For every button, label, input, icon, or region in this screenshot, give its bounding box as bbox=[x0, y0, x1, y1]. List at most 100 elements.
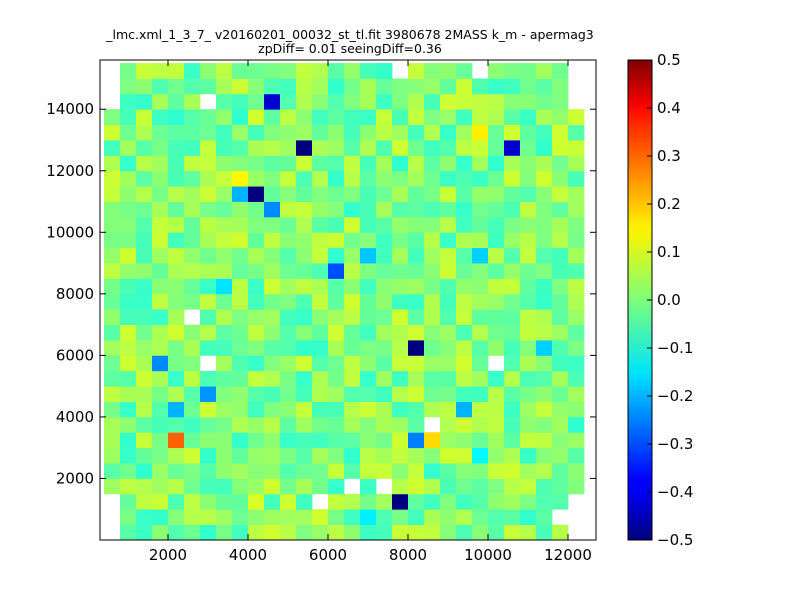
heatmap-cell bbox=[360, 155, 377, 172]
heatmap-cell bbox=[344, 247, 361, 264]
heatmap-cell bbox=[152, 355, 169, 372]
heatmap-cell bbox=[216, 478, 233, 495]
heatmap-cell bbox=[472, 416, 489, 433]
heatmap-cell bbox=[216, 63, 233, 79]
heatmap-cell bbox=[520, 247, 537, 264]
heatmap-cell bbox=[280, 93, 297, 110]
heatmap-cell bbox=[104, 432, 121, 449]
heatmap-cell bbox=[200, 324, 217, 341]
heatmap-cell bbox=[152, 370, 169, 387]
x-axis-ticks: 2000 4000 6000 8000 10000 12000 bbox=[149, 60, 592, 564]
heatmap-cell bbox=[184, 201, 201, 218]
heatmap-cell bbox=[392, 263, 409, 279]
heatmap-cell bbox=[280, 478, 297, 495]
heatmap-cell bbox=[568, 416, 585, 433]
heatmap-cell bbox=[408, 509, 425, 526]
heatmap-cell bbox=[328, 370, 345, 387]
heatmap-cell bbox=[168, 386, 185, 402]
heatmap-cell bbox=[392, 140, 409, 156]
heatmap-cell bbox=[264, 355, 281, 372]
heatmap-cell bbox=[392, 463, 409, 479]
heatmap-cell bbox=[424, 447, 441, 464]
heatmap-cell bbox=[376, 370, 393, 387]
heatmap-cell bbox=[264, 509, 281, 526]
heatmap-cell bbox=[328, 447, 345, 464]
heatmap-cell bbox=[296, 509, 313, 526]
heatmap-cell bbox=[136, 478, 153, 495]
heatmap-cell bbox=[520, 232, 537, 249]
heatmap-cell bbox=[456, 478, 473, 495]
heatmap-cell bbox=[264, 155, 281, 172]
heatmap-cell bbox=[296, 278, 313, 295]
heatmap-cell bbox=[248, 201, 265, 218]
heatmap-cell bbox=[216, 293, 233, 310]
heatmap-cell bbox=[552, 309, 569, 326]
heatmap-cell bbox=[424, 155, 441, 172]
heatmap-cell bbox=[136, 201, 153, 218]
heatmap-cell bbox=[552, 78, 569, 95]
heatmap-cell bbox=[248, 401, 265, 418]
heatmap-cell bbox=[456, 524, 473, 541]
heatmap-cell bbox=[184, 109, 201, 126]
heatmap-cell bbox=[232, 447, 249, 464]
heatmap-cell bbox=[568, 278, 585, 295]
heatmap-cell bbox=[280, 263, 297, 279]
heatmap-cell bbox=[232, 386, 249, 402]
heatmap-cell bbox=[280, 432, 297, 449]
heatmap-cell bbox=[456, 401, 473, 418]
heatmap-cell bbox=[408, 263, 425, 279]
heatmap-cell bbox=[104, 401, 121, 418]
heatmap-cell bbox=[312, 355, 329, 372]
heatmap-cell bbox=[344, 216, 361, 233]
heatmap-cell bbox=[488, 386, 505, 402]
heatmap-cell bbox=[248, 78, 265, 95]
heatmap-cell bbox=[504, 278, 521, 295]
heatmap-cell bbox=[344, 509, 361, 526]
heatmap-cell bbox=[536, 478, 553, 495]
heatmap-cell bbox=[104, 155, 121, 172]
heatmap-cell bbox=[408, 524, 425, 541]
heatmap-cell bbox=[376, 78, 393, 95]
heatmap-cell bbox=[424, 478, 441, 495]
heatmap-cell bbox=[392, 93, 409, 110]
heatmap-cell bbox=[392, 447, 409, 464]
heatmap-cell bbox=[184, 386, 201, 402]
heatmap-cell bbox=[392, 78, 409, 95]
heatmap-cell bbox=[424, 401, 441, 418]
heatmap-cell bbox=[248, 309, 265, 326]
heatmap-cell bbox=[184, 78, 201, 95]
heatmap-cell bbox=[424, 509, 441, 526]
heatmap-cell bbox=[248, 463, 265, 479]
x-tick-label: 2000 bbox=[149, 546, 187, 564]
heatmap-cell bbox=[200, 293, 217, 310]
heatmap-cell bbox=[408, 355, 425, 372]
heatmap-cell bbox=[280, 355, 297, 372]
colorbar-tick-label: −0.2 bbox=[657, 387, 693, 405]
heatmap-cell bbox=[472, 216, 489, 233]
heatmap-cell bbox=[536, 386, 553, 402]
heatmap-cell bbox=[248, 186, 265, 202]
heatmap-cell bbox=[440, 324, 457, 341]
heatmap-cell bbox=[456, 63, 473, 79]
heatmap-cell bbox=[296, 478, 313, 495]
heatmap-cell bbox=[552, 432, 569, 449]
heatmap-cell bbox=[568, 170, 585, 187]
heatmap-cell bbox=[520, 216, 537, 233]
colorbar-tick-label: 0.4 bbox=[657, 99, 681, 117]
heatmap-cells bbox=[104, 63, 585, 541]
heatmap-cell bbox=[104, 293, 121, 310]
heatmap-cell bbox=[456, 124, 473, 141]
heatmap-cell bbox=[280, 309, 297, 326]
heatmap-cell bbox=[248, 247, 265, 264]
heatmap-cell bbox=[472, 509, 489, 526]
y-tick-label: 12000 bbox=[46, 162, 94, 180]
heatmap-cell bbox=[152, 509, 169, 526]
heatmap-cell bbox=[312, 170, 329, 187]
heatmap-cell bbox=[424, 140, 441, 156]
heatmap-cell bbox=[232, 432, 249, 449]
heatmap-cell bbox=[472, 293, 489, 310]
heatmap-cell bbox=[424, 201, 441, 218]
heatmap-cell bbox=[344, 263, 361, 279]
heatmap-cell bbox=[488, 509, 505, 526]
heatmap-cell bbox=[152, 309, 169, 326]
